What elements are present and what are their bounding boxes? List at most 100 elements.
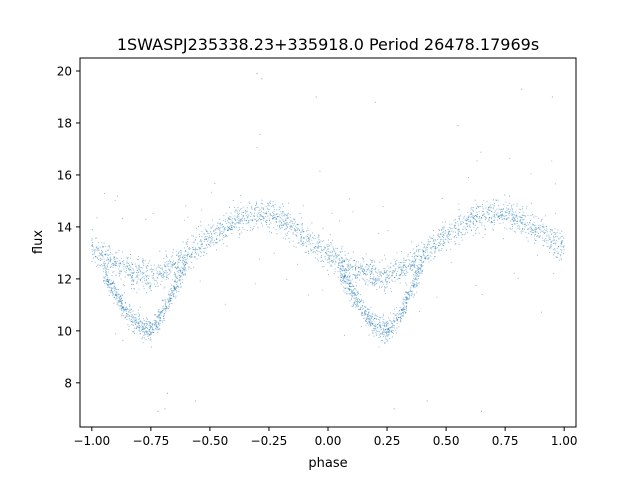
data-point: [317, 234, 319, 236]
data-point: [429, 236, 431, 238]
data-point: [367, 308, 369, 310]
data-point: [169, 300, 172, 302]
data-point: [170, 256, 172, 258]
data-point: [121, 315, 123, 317]
data-point: [100, 252, 103, 254]
data-point: [560, 257, 562, 259]
data-point: [389, 276, 391, 278]
data-point: [394, 313, 396, 315]
data-point: [344, 280, 346, 282]
data-point: [170, 293, 172, 295]
data-point: [210, 228, 212, 230]
data-point: [352, 304, 355, 306]
data-point: [330, 264, 332, 266]
data-point: [533, 222, 535, 224]
data-point: [303, 231, 305, 233]
data-point: [175, 295, 177, 297]
data-point: [381, 316, 383, 318]
data-point: [519, 212, 521, 214]
data-point: [320, 240, 322, 242]
data-point: [344, 268, 347, 270]
data-point: [115, 274, 117, 276]
data-point: [343, 290, 345, 292]
data-point: [280, 227, 282, 229]
data-point: [344, 292, 346, 294]
data-point: [150, 331, 152, 333]
data-point: [512, 216, 514, 218]
data-point: [560, 248, 562, 250]
data-point: [402, 315, 404, 317]
data-point: [546, 242, 548, 244]
data-point: [542, 226, 544, 228]
data-point: [185, 254, 187, 257]
data-point: [458, 203, 460, 205]
data-point: [145, 274, 147, 276]
data-point: [371, 282, 373, 284]
data-point: [486, 212, 488, 214]
data-point: [430, 237, 432, 239]
data-point: [383, 254, 385, 256]
data-point: [367, 269, 369, 271]
data-point: [371, 281, 373, 283]
data-point: [344, 271, 346, 273]
data-point: [127, 257, 129, 259]
data-point: [394, 262, 397, 264]
data-point: [508, 215, 510, 217]
data-point: [241, 217, 244, 219]
data-point: [333, 273, 336, 275]
data-point: [321, 249, 323, 252]
data-point: [436, 247, 438, 249]
data-point: [169, 294, 171, 296]
data-point: [152, 269, 154, 271]
data-point: [393, 258, 395, 260]
data-point: [529, 226, 531, 229]
data-point: [162, 277, 164, 279]
data-point: [310, 249, 312, 251]
data-point: [150, 290, 152, 292]
data-point: [107, 245, 109, 247]
data-point: [154, 329, 156, 331]
outlier-point: [195, 400, 197, 402]
data-point: [343, 334, 346, 336]
data-point: [223, 214, 225, 216]
data-point: [378, 334, 380, 336]
data-point: [549, 237, 551, 239]
data-point: [403, 265, 405, 267]
data-point: [248, 215, 250, 217]
data-point: [457, 234, 459, 236]
data-point: [224, 226, 226, 229]
data-point: [300, 243, 302, 245]
data-point: [146, 279, 148, 282]
data-point: [112, 291, 114, 293]
data-point: [341, 257, 343, 259]
data-point: [522, 206, 524, 208]
data-point: [506, 211, 508, 214]
data-point: [286, 235, 288, 237]
data-point: [349, 300, 351, 302]
data-point: [119, 300, 121, 302]
data-point: [534, 238, 536, 240]
data-point: [403, 272, 405, 274]
data-point: [132, 268, 134, 270]
data-point: [540, 220, 542, 222]
data-point: [153, 264, 155, 266]
data-point: [287, 223, 289, 226]
data-point: [180, 286, 182, 288]
data-point: [350, 263, 352, 265]
data-point: [296, 227, 298, 229]
data-point: [350, 288, 352, 290]
data-point: [314, 257, 316, 259]
data-point: [255, 201, 257, 203]
data-point: [527, 240, 529, 242]
data-point: [214, 182, 216, 185]
data-point: [128, 264, 130, 266]
data-point: [253, 218, 255, 220]
data-point: [368, 280, 370, 282]
data-point: [227, 220, 229, 222]
data-point: [221, 226, 223, 228]
data-point: [470, 213, 472, 216]
data-point: [520, 216, 522, 218]
y-tick-label: 8: [64, 376, 72, 390]
data-point: [356, 285, 358, 287]
data-point: [467, 211, 469, 213]
